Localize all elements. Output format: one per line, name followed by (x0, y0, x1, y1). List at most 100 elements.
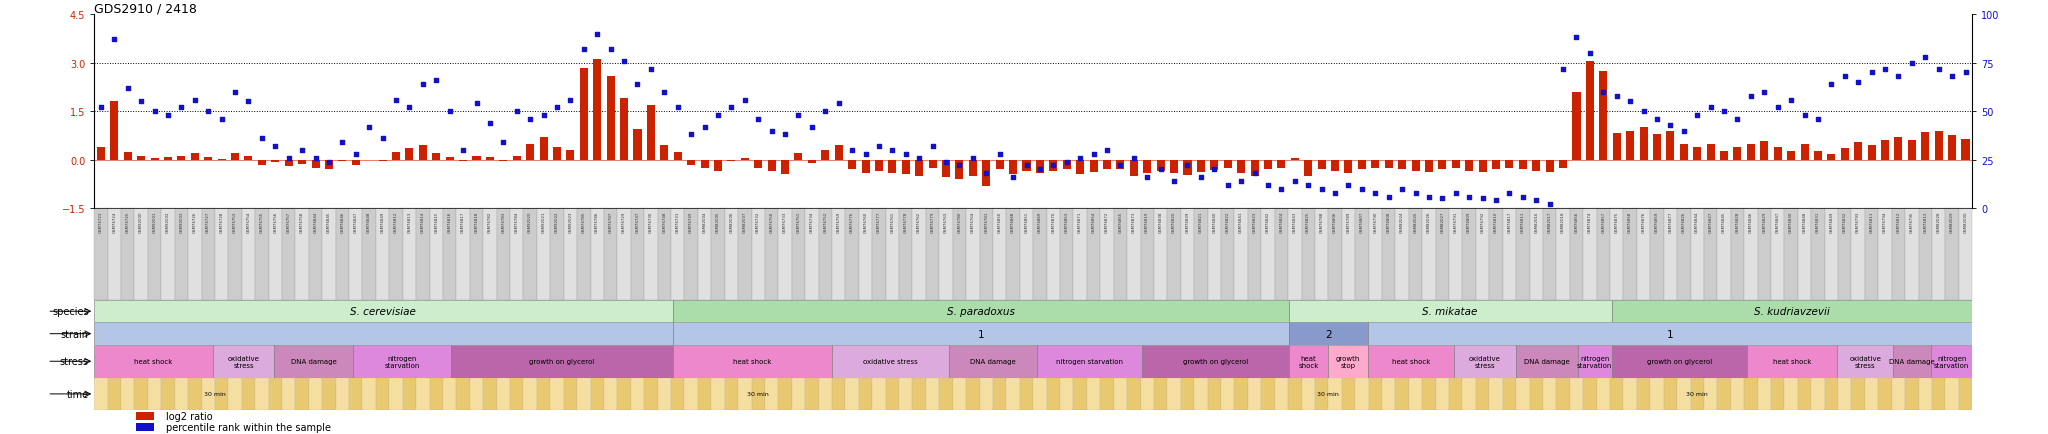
Bar (1556, 209, 1569, 300)
Bar (348, 378, 362, 410)
Text: GSM76725: GSM76725 (125, 211, 129, 233)
Bar (377, 378, 389, 410)
Point (526, 112, 559, 119)
Bar (510, 209, 524, 300)
Bar (1636, 209, 1651, 300)
Bar (688, 160, 694, 165)
Point (231, 99, 264, 106)
Bar (121, 209, 135, 300)
Text: GSM92003: GSM92003 (180, 211, 184, 233)
Text: log2 ratio: log2 ratio (166, 411, 213, 421)
Bar (1636, 378, 1651, 410)
Bar (1315, 378, 1329, 410)
Point (246, 135, 279, 142)
Bar (1438, 160, 1446, 170)
Bar (96, 148, 104, 160)
Bar (940, 209, 952, 300)
Point (461, 101, 494, 108)
Point (1655, 122, 1688, 129)
Bar (94, 300, 672, 323)
Text: 30 min: 30 min (748, 391, 770, 397)
Text: GSM76728: GSM76728 (219, 211, 223, 233)
Bar (365, 160, 373, 161)
Text: GSM92022: GSM92022 (555, 211, 559, 233)
Bar (1372, 160, 1378, 169)
Text: nitrogen
starvation: nitrogen starvation (1933, 355, 1970, 368)
Bar (1264, 160, 1272, 170)
Point (555, 97, 588, 104)
Text: GSM76817: GSM76817 (461, 211, 465, 233)
Text: GSM76726: GSM76726 (193, 211, 197, 233)
Text: GSM76749: GSM76749 (688, 211, 692, 233)
Bar (1798, 378, 1810, 410)
Point (1278, 178, 1311, 185)
Text: S. mikatae: S. mikatae (1423, 306, 1479, 316)
Bar (500, 160, 508, 162)
Point (1761, 105, 1794, 112)
Bar (993, 378, 1006, 410)
Point (1855, 70, 1888, 77)
Point (272, 155, 305, 162)
Text: GSM76850: GSM76850 (997, 211, 1001, 233)
Bar (539, 138, 547, 160)
Bar (1706, 145, 1714, 160)
Text: GSM76815: GSM76815 (434, 211, 438, 233)
Bar (793, 209, 805, 300)
Bar (1288, 209, 1300, 300)
Text: species: species (51, 306, 88, 316)
Bar (406, 149, 414, 160)
Bar (766, 209, 778, 300)
Bar (258, 160, 266, 165)
Point (956, 155, 989, 162)
Bar (430, 209, 442, 300)
Bar (1546, 160, 1554, 173)
Bar (1948, 136, 1956, 160)
Point (983, 151, 1016, 158)
Bar (969, 160, 977, 177)
Bar (594, 60, 602, 160)
Bar (1577, 345, 1612, 378)
Text: GSM92023: GSM92023 (569, 211, 573, 233)
Text: GSM76829: GSM76829 (1761, 211, 1765, 233)
Bar (1905, 378, 1919, 410)
Bar (94, 209, 109, 300)
Bar (1274, 209, 1288, 300)
Text: GSM76875: GSM76875 (1614, 211, 1618, 233)
Text: GSM76782: GSM76782 (487, 211, 492, 233)
Bar (469, 209, 483, 300)
Bar (1745, 209, 1757, 300)
Bar (711, 209, 725, 300)
Point (850, 151, 883, 158)
Text: GSM76845: GSM76845 (328, 211, 332, 233)
Bar (256, 209, 268, 300)
Bar (580, 69, 588, 160)
Text: S. kudriavzevii: S. kudriavzevii (1753, 306, 1829, 316)
Bar (631, 378, 645, 410)
Bar (147, 378, 162, 410)
Point (1694, 105, 1726, 112)
Text: GSM76838: GSM76838 (1159, 211, 1163, 233)
Bar (1358, 160, 1366, 170)
Bar (1597, 209, 1610, 300)
Bar (1169, 160, 1178, 174)
Bar (524, 209, 537, 300)
Bar (496, 209, 510, 300)
Point (1935, 74, 1968, 81)
Point (1735, 93, 1767, 100)
Text: growth on glycerol: growth on glycerol (528, 358, 594, 365)
Bar (778, 209, 793, 300)
Bar (1153, 378, 1167, 410)
Bar (1341, 378, 1356, 410)
Point (702, 112, 735, 119)
Bar (362, 209, 377, 300)
Bar (1061, 209, 1073, 300)
Bar (1450, 209, 1462, 300)
Point (1239, 171, 1272, 178)
Text: GSM76794: GSM76794 (1882, 211, 1886, 233)
Bar (1651, 378, 1663, 410)
Text: GSM76786: GSM76786 (596, 211, 600, 233)
Bar (442, 378, 457, 410)
Text: GSM76814: GSM76814 (420, 211, 424, 233)
Text: DNA damage: DNA damage (1888, 358, 1935, 365)
Point (1036, 163, 1069, 170)
